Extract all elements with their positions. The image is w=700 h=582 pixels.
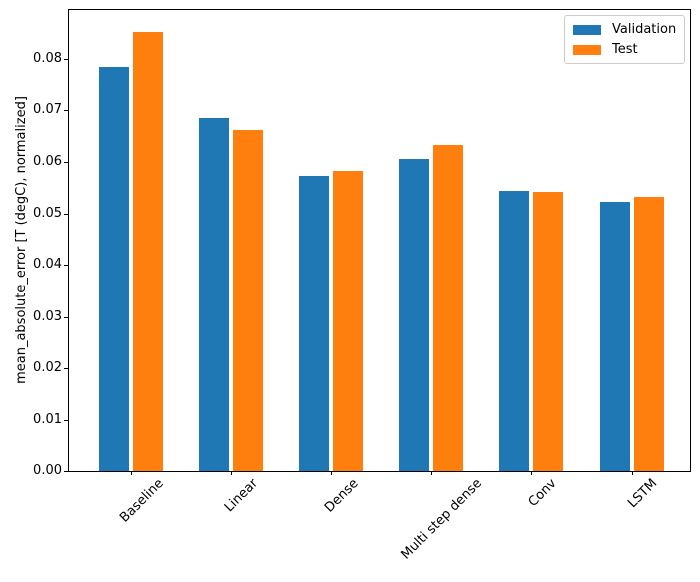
bar-linear-test (232, 129, 263, 471)
bar-baseline-test (132, 32, 163, 471)
x-tick-label-conv: Conv (525, 476, 560, 510)
y-tick-0.02 (64, 368, 68, 369)
x-tick-label-baseline: Baseline (116, 476, 167, 526)
x-tick-dense (331, 471, 332, 475)
y-tick-label-0.05: 0.05 (33, 205, 62, 221)
x-tick-lstm (631, 471, 633, 475)
x-tick-conv (531, 471, 533, 475)
bar-conv-test (533, 191, 564, 471)
y-tick-0.00 (64, 471, 68, 472)
y-tick-0.07 (64, 110, 68, 112)
bar-conv-validation (499, 190, 530, 471)
x-tick-label-dense: Dense (322, 476, 362, 516)
y-tick-label-0.01: 0.01 (33, 411, 62, 427)
y-tick-label-0.00: 0.00 (33, 463, 62, 478)
legend-label-validation: Validation (612, 22, 677, 37)
bar-lstm-validation (599, 202, 630, 471)
bar-multi-step-dense-test (433, 145, 464, 471)
y-tick-label-0.07: 0.07 (33, 102, 62, 118)
bar-dense-test (333, 170, 363, 471)
legend: Validation Test (564, 15, 686, 64)
y-tick-label-0.06: 0.06 (33, 153, 62, 169)
legend-swatch-test (573, 44, 601, 55)
x-tick-label-multi-step-dense: Multi step dense (398, 476, 486, 563)
y-tick-label-0.02: 0.02 (33, 360, 62, 375)
bar-dense-validation (299, 176, 329, 471)
y-tick-0.03 (64, 316, 68, 318)
y-tick-0.01 (64, 419, 68, 421)
y-axis-label: mean_absolute_error [T (degC), normalize… (14, 96, 29, 384)
legend-swatch-validation (573, 24, 601, 35)
y-tick-0.06 (64, 161, 68, 163)
y-tick-0.05 (64, 213, 68, 215)
x-tick-label-linear: Linear (222, 476, 262, 516)
bar-linear-validation (198, 117, 229, 471)
x-tick-multi-step-dense (431, 471, 433, 475)
legend-item-test: Test (573, 42, 676, 57)
x-tick-label-lstm: LSTM (625, 476, 661, 512)
y-tick-0.08 (64, 58, 68, 60)
x-tick-linear (230, 471, 232, 475)
y-tick-0.04 (64, 265, 68, 266)
bar-lstm-test (633, 196, 664, 471)
x-tick-baseline (130, 471, 132, 475)
bar-multi-step-dense-validation (399, 158, 430, 471)
y-tick-label-0.08: 0.08 (33, 50, 62, 66)
y-tick-label-0.04: 0.04 (33, 257, 62, 272)
bar-baseline-validation (98, 66, 129, 471)
y-tick-label-0.03: 0.03 (33, 308, 62, 324)
legend-label-test: Test (612, 42, 638, 57)
legend-item-validation: Validation (573, 22, 676, 37)
